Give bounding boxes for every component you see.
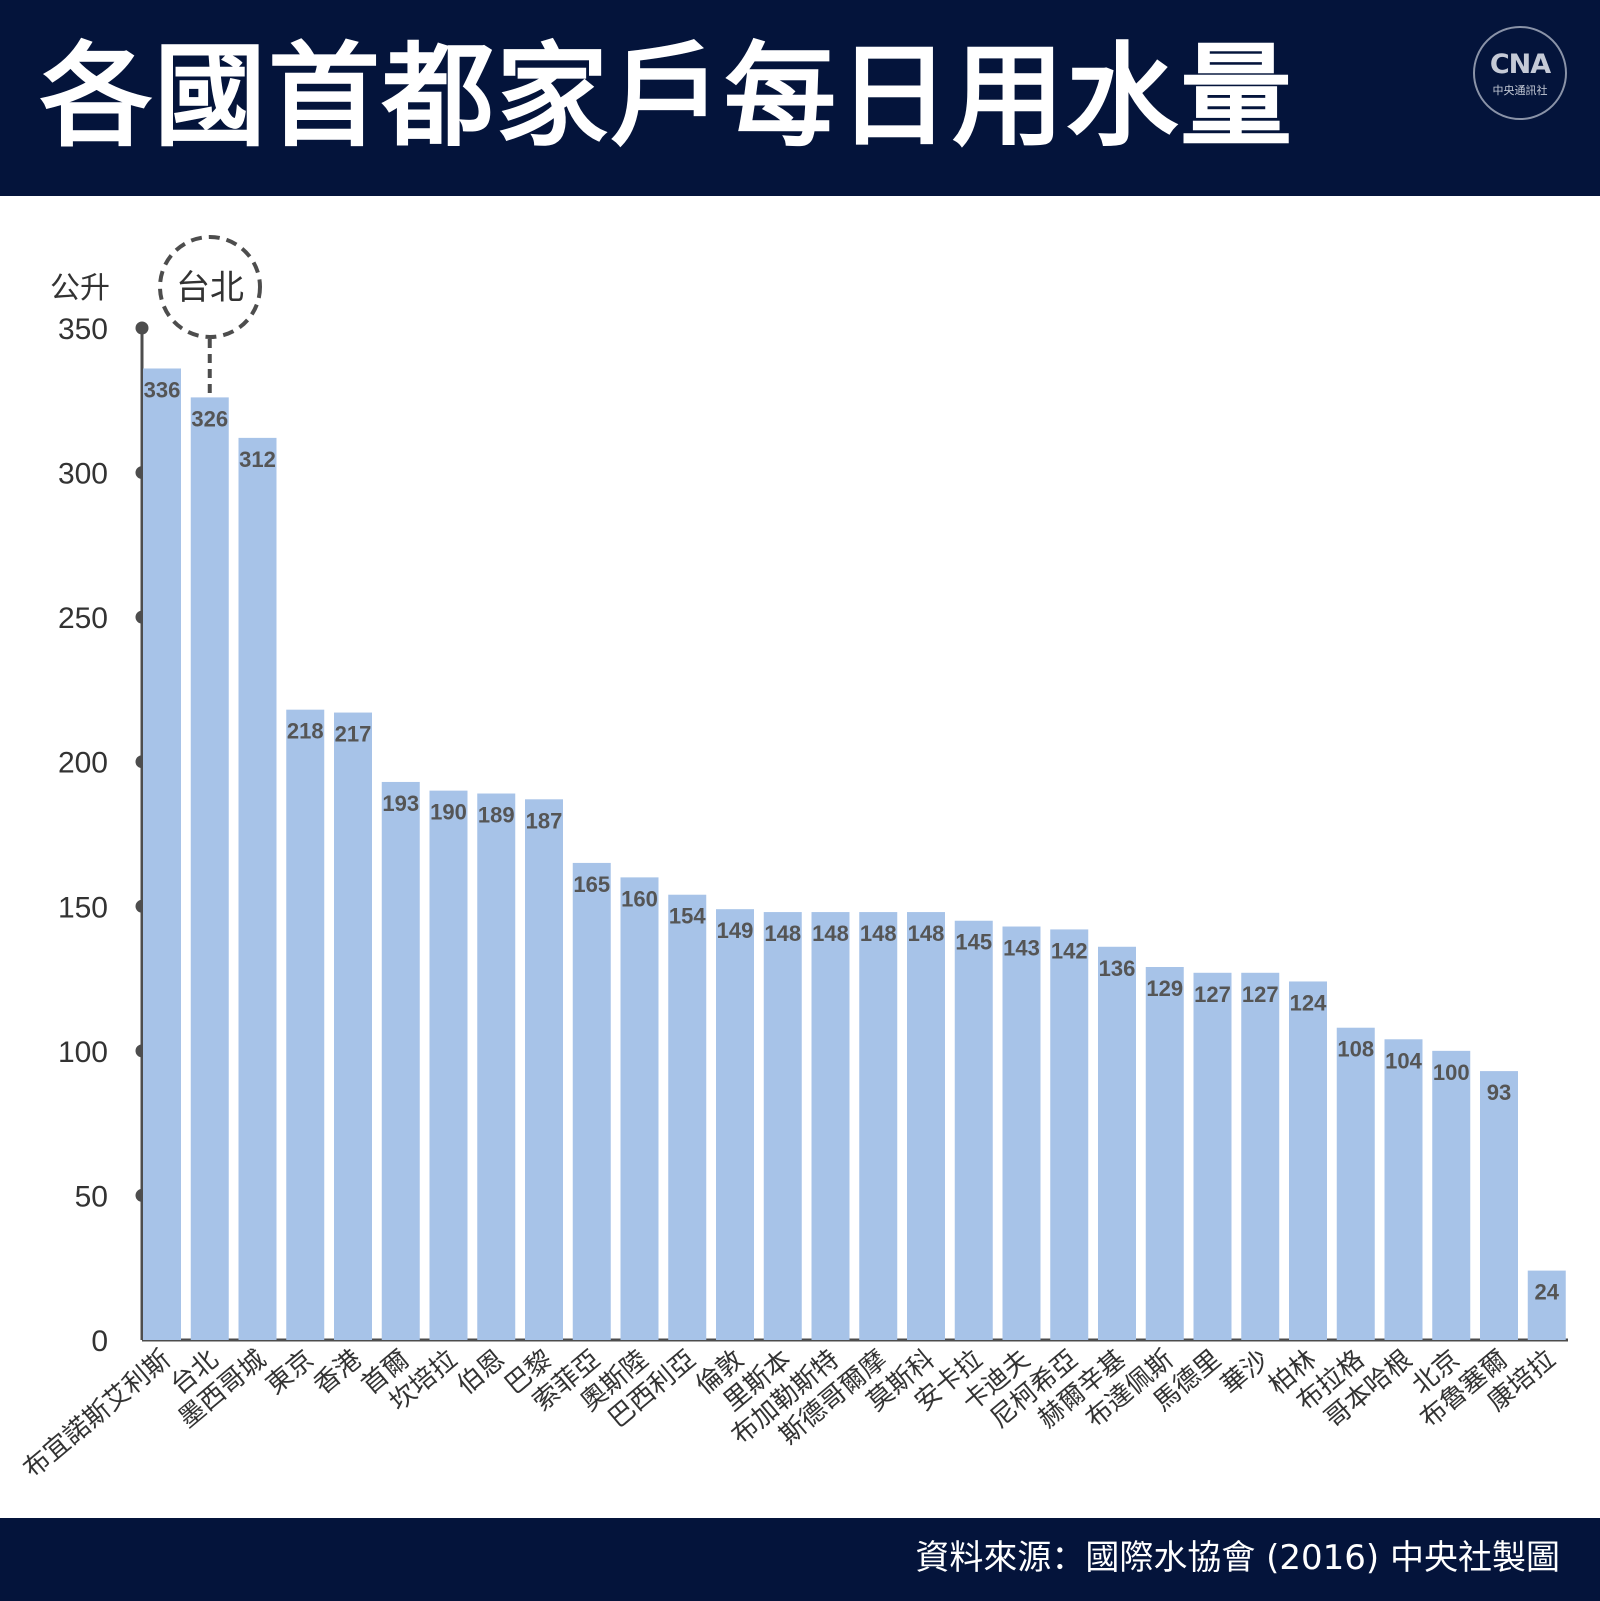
cna-logo: CNA 中央通訊社	[1473, 26, 1567, 120]
bar	[525, 799, 563, 1340]
bar-value-label: 142	[1051, 938, 1088, 963]
bar	[1336, 1027, 1375, 1340]
bar-value-label: 93	[1487, 1080, 1511, 1105]
y-axis-label: 公升	[50, 271, 110, 306]
bar-value-label: 148	[860, 921, 897, 946]
bar-value-label: 148	[908, 921, 945, 946]
bar-value-label: 149	[717, 918, 754, 943]
highlight-circle	[158, 235, 262, 339]
bar-value-label: 154	[669, 904, 706, 929]
y-tick-label: 150	[58, 891, 108, 924]
bar-value-label: 326	[191, 406, 228, 431]
category-label: 布宜諾斯艾利斯	[18, 1344, 177, 1484]
page-title: 各國首都家戶每日用水量	[40, 32, 1294, 162]
bar	[1002, 926, 1041, 1340]
bar	[954, 920, 993, 1340]
y-tick-dot	[135, 321, 149, 335]
bar	[907, 912, 945, 1340]
y-tick-label: 200	[58, 747, 108, 780]
y-tick-label: 350	[58, 313, 108, 346]
bar	[811, 912, 850, 1340]
y-tick-label: 100	[58, 1036, 108, 1069]
bar	[620, 877, 659, 1340]
bar-value-label: 100	[1433, 1060, 1470, 1085]
source-credit: 資料來源：國際水協會 (2016) 中央社製圖	[915, 1538, 1560, 1578]
bar-value-label: 187	[526, 808, 563, 833]
y-tick-label: 300	[58, 458, 108, 491]
category-label: 香港	[308, 1344, 367, 1400]
bar	[1241, 972, 1280, 1340]
bar-value-label: 189	[478, 803, 515, 828]
bar-value-label: 160	[621, 886, 658, 911]
category-label: 華沙	[1216, 1344, 1275, 1400]
bar	[1289, 981, 1327, 1340]
bar	[1193, 972, 1232, 1340]
bar-value-label: 312	[239, 447, 276, 472]
bar-value-label: 217	[335, 722, 372, 747]
bar	[859, 912, 898, 1340]
y-tick-label: 250	[58, 602, 108, 635]
bar	[381, 781, 420, 1340]
bar	[143, 368, 181, 1340]
bar	[1145, 967, 1184, 1340]
bar	[1384, 1039, 1423, 1340]
bar	[668, 894, 707, 1340]
bar-value-label: 145	[955, 930, 992, 955]
bar-value-label: 24	[1535, 1280, 1560, 1305]
logo-mark: CNA	[1489, 49, 1551, 80]
bar	[1098, 946, 1136, 1340]
bar-value-label: 108	[1337, 1037, 1374, 1062]
bar-value-label: 127	[1194, 982, 1231, 1007]
category-label: 伯恩	[452, 1344, 511, 1400]
y-tick-label: 50	[75, 1180, 108, 1213]
bar-value-label: 136	[1099, 956, 1136, 981]
footer-bar: 資料來源：國際水協會 (2016) 中央社製圖	[0, 1518, 1600, 1601]
bar	[477, 793, 516, 1340]
bar-value-label: 127	[1242, 982, 1279, 1007]
bar	[572, 862, 611, 1340]
y-tick-label: 0	[91, 1325, 108, 1358]
bar-value-label: 104	[1385, 1048, 1422, 1073]
bar	[190, 397, 229, 1340]
bar	[1527, 1270, 1566, 1340]
highlight-label: 台北	[176, 268, 244, 308]
bar	[1050, 929, 1089, 1340]
bar	[334, 712, 372, 1340]
bar-value-label: 190	[430, 800, 467, 825]
bar-value-label: 193	[382, 791, 419, 816]
bar	[1432, 1050, 1471, 1340]
bar-chart: 0 50 100 150 200 250 300 350 公升 336 布宜諾斯艾利斯 326 台北 31…	[18, 235, 1568, 1484]
bar-value-label: 165	[573, 872, 610, 897]
bar-value-label: 148	[812, 921, 849, 946]
bar-value-label: 124	[1290, 990, 1327, 1015]
bar	[286, 709, 325, 1340]
bar	[716, 909, 754, 1340]
bar-value-label: 218	[287, 719, 324, 744]
bar-value-label: 148	[764, 921, 801, 946]
bar-value-label: 143	[1003, 936, 1040, 961]
bar-value-label: 129	[1146, 976, 1183, 1001]
bar-value-label: 336	[144, 377, 181, 402]
bar	[1480, 1071, 1518, 1340]
bar	[238, 437, 277, 1340]
bar	[763, 912, 802, 1340]
category-label: 東京	[261, 1344, 320, 1400]
bar	[429, 790, 468, 1340]
logo-text: 中央通訊社	[1492, 84, 1548, 97]
header-bar: 各國首都家戶每日用水量 CNA 中央通訊社	[0, 0, 1600, 196]
